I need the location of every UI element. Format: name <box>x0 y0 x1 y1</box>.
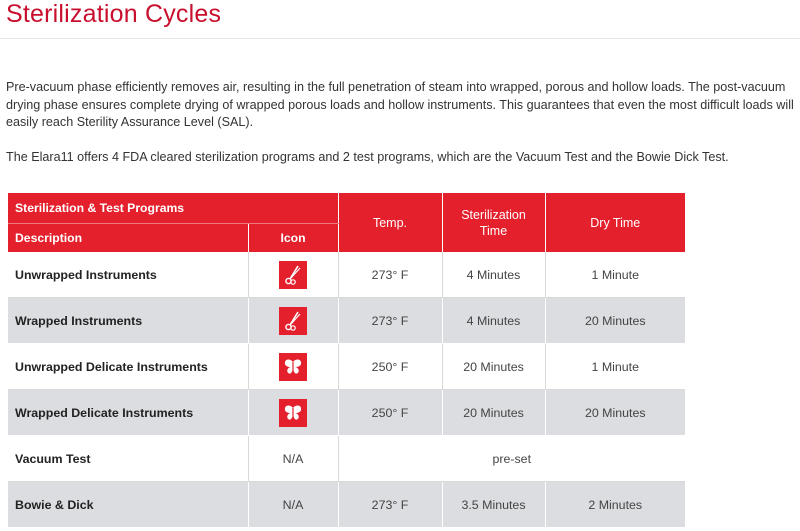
row-time: 20 Minutes <box>442 343 546 390</box>
row-description: Wrapped Delicate Instruments <box>8 389 249 436</box>
header-icon: Icon <box>248 223 339 252</box>
row-dry: 1 Minute <box>545 252 685 298</box>
row-temp: 250° F <box>338 389 443 436</box>
programs-paragraph: The Elara11 offers 4 FDA cleared sterili… <box>6 150 729 164</box>
header-sterilization-time: Sterilization Time <box>442 193 546 252</box>
header-dry-time: Dry Time <box>545 193 685 252</box>
title-divider <box>0 38 800 39</box>
row-description: Vacuum Test <box>8 435 249 482</box>
row-temp: 273° F <box>338 297 443 344</box>
intro-paragraph: Pre-vacuum phase efficiently removes air… <box>6 80 794 129</box>
header-time-line1: Sterilization <box>461 207 526 222</box>
butterfly-icon <box>279 398 307 427</box>
row-dry: 1 Minute <box>545 343 685 390</box>
table-row: Bowie & Dick N/A 273° F 3.5 Minutes 2 Mi… <box>8 481 685 528</box>
row-temp: 273° F <box>338 252 443 298</box>
scissors-icon <box>279 260 307 289</box>
table-row: Wrapped Instruments 273° F 4 Minutes 20 … <box>8 297 685 344</box>
header-time-line2: Time <box>479 223 508 238</box>
row-dry: 20 Minutes <box>545 389 685 436</box>
table-row: Vacuum Test N/A pre-set <box>8 435 685 482</box>
row-temp: 250° F <box>338 343 443 390</box>
row-description: Bowie & Dick <box>8 481 249 528</box>
row-merged-preset: pre-set <box>338 435 685 482</box>
row-description: Unwrapped Instruments <box>8 252 249 298</box>
header-temp: Temp. <box>338 193 443 252</box>
row-time: 3.5 Minutes <box>442 481 546 528</box>
row-time: 4 Minutes <box>442 252 546 298</box>
row-description: Unwrapped Delicate Instruments <box>8 343 249 390</box>
page-title: Sterilization Cycles <box>6 0 222 28</box>
header-description: Description <box>8 223 249 252</box>
row-icon-na: N/A <box>248 435 339 482</box>
table-group-header: Sterilization & Test Programs <box>8 193 339 224</box>
row-icon-na: N/A <box>248 481 339 528</box>
row-time: 4 Minutes <box>442 297 546 344</box>
row-description: Wrapped Instruments <box>8 297 249 344</box>
butterfly-icon <box>279 352 307 381</box>
row-dry: 2 Minutes <box>545 481 685 528</box>
row-time: 20 Minutes <box>442 389 546 436</box>
sterilization-programs-table: Sterilization & Test Programs Temp. Ster… <box>8 193 685 528</box>
table-row: Wrapped Delicate Instruments 250° F 20 M… <box>8 389 685 436</box>
row-dry: 20 Minutes <box>545 297 685 344</box>
table-row: Unwrapped Delicate Instruments 250° F 20… <box>8 343 685 390</box>
table-row: Unwrapped Instruments 273° F 4 Minutes 1… <box>8 252 685 298</box>
row-temp: 273° F <box>338 481 443 528</box>
scissors-icon <box>279 306 307 335</box>
